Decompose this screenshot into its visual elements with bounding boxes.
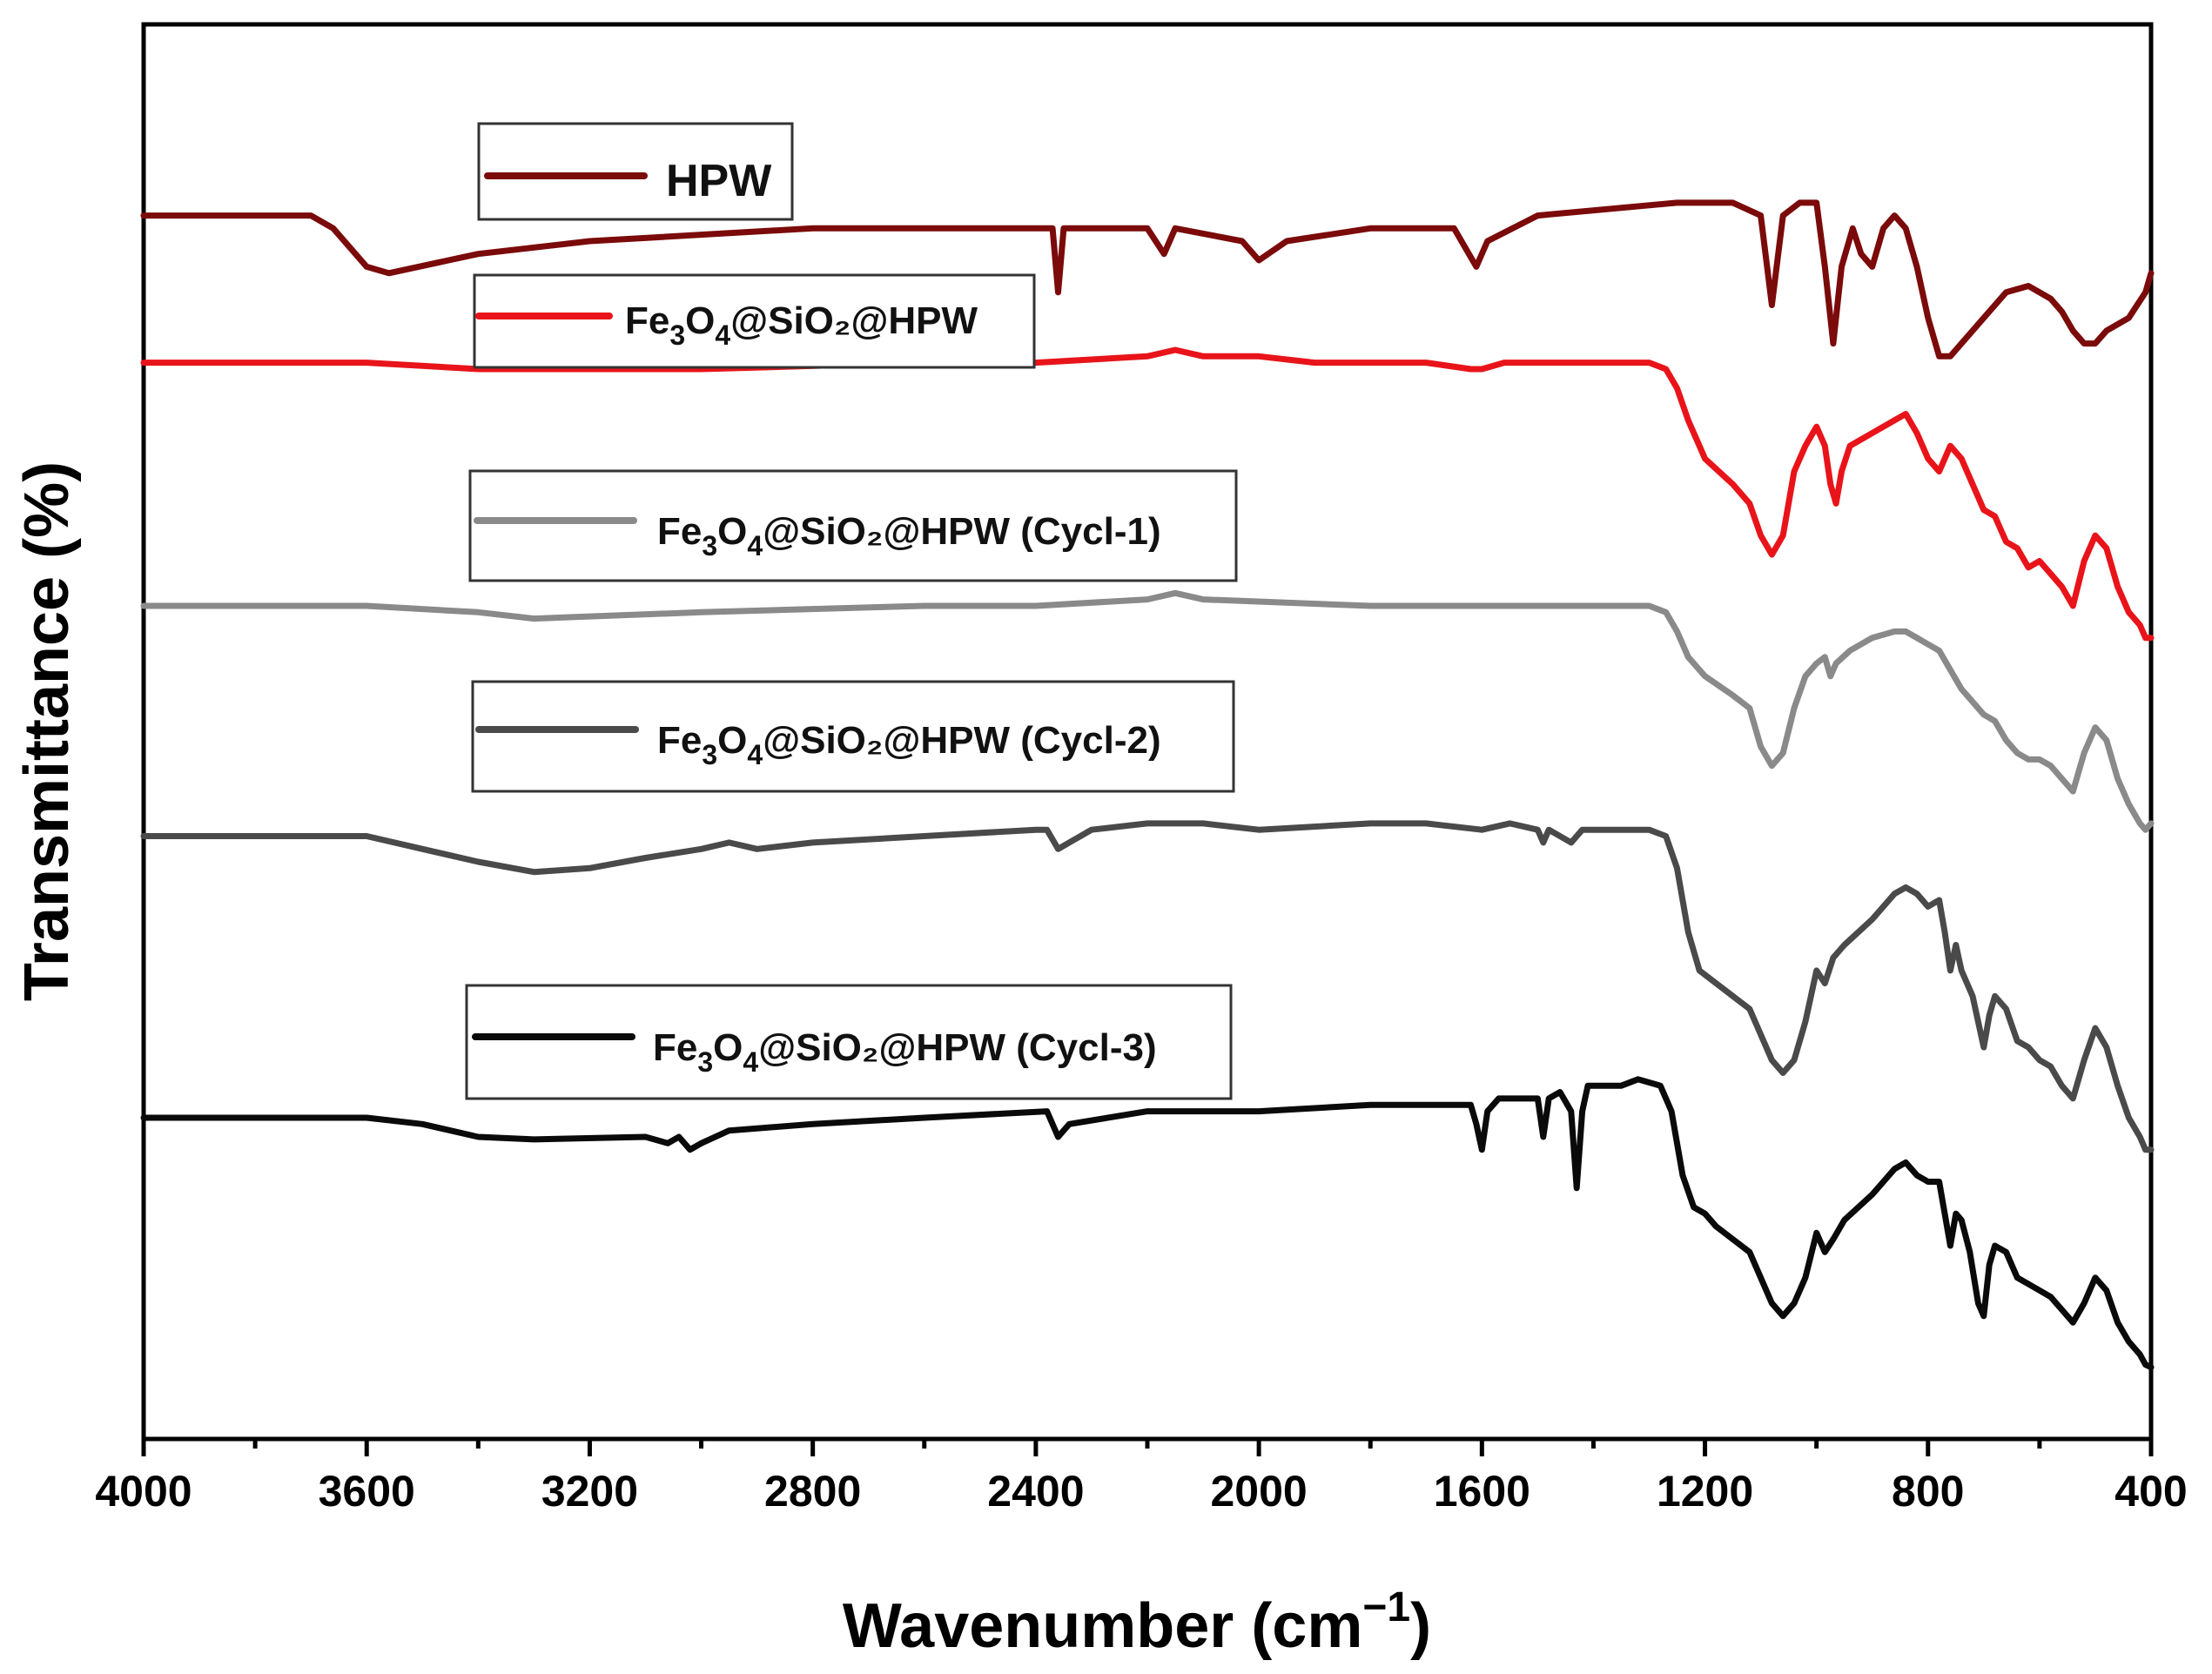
series-line-1 — [140, 199, 2155, 360]
legend-label: Fe3O4@SiO₂@HPW (Cycl-3) — [653, 1026, 1157, 1078]
legend-label-mid: O — [685, 299, 715, 342]
legend-box — [473, 273, 1036, 369]
x-tick-label: 2000 — [1210, 1467, 1307, 1516]
series-line-2 — [140, 346, 2155, 642]
x-tick-label: 3600 — [319, 1467, 415, 1516]
legend-label-prefix: HPW — [666, 156, 772, 206]
legend-label-sub1: 3 — [702, 739, 717, 770]
legend-box — [477, 122, 794, 221]
legend-label-mid: O — [717, 719, 747, 762]
x-tick-label: 3200 — [541, 1467, 638, 1516]
x-tick-label: 1600 — [1434, 1467, 1530, 1516]
x-axis-title-main: Wavenumber (cm — [843, 1591, 1362, 1661]
legend-label-suffix: @SiO₂@HPW (Cycl-2) — [763, 719, 1160, 762]
legend-5: Fe3O4@SiO₂@HPW (Cycl-3) — [465, 984, 1233, 1100]
legend-label-prefix: Fe — [625, 299, 669, 342]
x-tick-label: 1200 — [1657, 1467, 1753, 1516]
legend-2: Fe3O4@SiO₂@HPW — [473, 273, 1036, 369]
legend-label-mid: O — [717, 510, 747, 553]
legend-label: Fe3O4@SiO₂@HPW — [625, 299, 978, 351]
y-axis-title: Transmittance (%) — [12, 461, 82, 1001]
legend-label-suffix: @SiO₂@HPW (Cycl-1) — [763, 510, 1160, 553]
legend-3: Fe3O4@SiO₂@HPW (Cycl-1) — [468, 469, 1238, 582]
legend-box — [471, 680, 1235, 793]
legend-label-sub2: 4 — [747, 739, 763, 770]
series-line-5 — [140, 1076, 2155, 1371]
legend-label-sub1: 3 — [702, 530, 717, 561]
legend-label-prefix: Fe — [657, 510, 702, 553]
legend-label-sub1: 3 — [669, 319, 685, 351]
x-tick-label: 4000 — [95, 1467, 192, 1516]
x-axis-title-exponent: −1 — [1362, 1584, 1410, 1630]
legend-label-sub1: 3 — [697, 1046, 713, 1078]
x-tick-label: 2400 — [987, 1467, 1084, 1516]
x-tick-label: 800 — [1892, 1467, 1964, 1516]
series-layer — [140, 199, 2155, 1371]
legend-label-suffix: @SiO₂@HPW (Cycl-3) — [758, 1026, 1156, 1069]
legend-label-prefix: Fe — [657, 719, 702, 762]
x-axis-title: Wavenumber (cm−1) — [843, 1584, 1431, 1661]
legend-label-sub2: 4 — [715, 319, 730, 351]
series-line-4 — [140, 820, 2155, 1153]
legend-label-mid: O — [713, 1026, 743, 1069]
legend-label: HPW — [666, 156, 772, 206]
legend-4: Fe3O4@SiO₂@HPW (Cycl-2) — [471, 680, 1235, 793]
x-axis-ticks: 4000 3600 3200 2800 2400 2000 1600 1200 800 400 — [95, 1439, 2188, 1516]
x-tick-label: 400 — [2115, 1467, 2187, 1516]
legend-label: Fe3O4@SiO₂@HPW (Cycl-2) — [657, 719, 1161, 770]
x-axis-title-close: ) — [1410, 1591, 1431, 1661]
legend-label-suffix: @SiO₂@HPW — [730, 299, 978, 342]
legend-1: HPW — [477, 122, 794, 221]
legend-label-sub2: 4 — [743, 1046, 758, 1078]
legend-label-prefix: Fe — [653, 1026, 697, 1069]
x-tick-label: 2800 — [764, 1467, 861, 1516]
legend-box — [468, 469, 1238, 582]
series-line-3 — [140, 589, 2155, 833]
legend-label: Fe3O4@SiO₂@HPW (Cycl-1) — [657, 510, 1161, 561]
legend-box — [465, 984, 1233, 1100]
legend-label-sub2: 4 — [747, 530, 763, 561]
